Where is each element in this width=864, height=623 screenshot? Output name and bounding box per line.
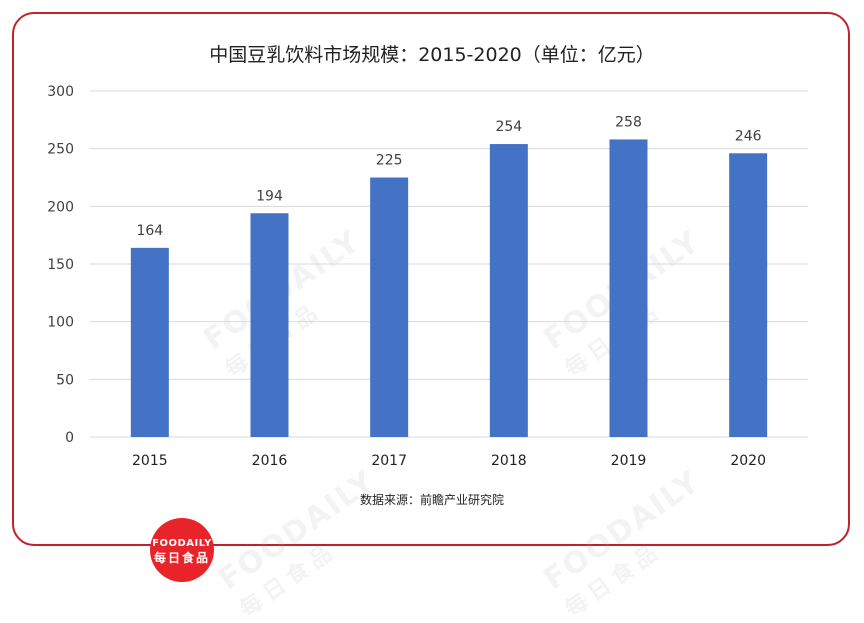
y-tick-label: 0: [65, 430, 74, 446]
data-label: 246: [735, 128, 762, 144]
y-tick-label: 250: [47, 142, 74, 158]
bar: [489, 144, 528, 437]
data-label: 164: [136, 223, 163, 239]
data-label: 258: [615, 114, 642, 130]
x-tick-label: 2017: [371, 453, 407, 469]
bar-chart: 0 50 100 150 200 250 300 164 2015 194 2016 225 2017 2…: [47, 84, 808, 469]
y-tick-label: 100: [47, 315, 74, 331]
bar: [250, 213, 289, 437]
x-tick-label: 2019: [611, 453, 647, 469]
data-label: 225: [376, 153, 403, 169]
y-tick-label: 200: [47, 199, 74, 215]
logo-text-en: FOODAILY: [152, 538, 212, 549]
y-tick-label: 300: [47, 84, 74, 100]
bar: [370, 177, 409, 437]
x-tick-label: 2016: [252, 453, 288, 469]
foodaily-logo: FOODAILY 每日食品: [150, 518, 214, 582]
bar: [130, 247, 169, 437]
logo-text-cn: 每日食品: [153, 551, 210, 565]
bar: [729, 153, 768, 437]
source-note: 数据来源：前瞻产业研究院: [359, 493, 504, 507]
y-tick-label: 50: [56, 372, 74, 388]
y-tick-label: 150: [47, 257, 74, 273]
data-label: 254: [495, 119, 522, 135]
x-tick-label: 2020: [730, 453, 766, 469]
x-tick-label: 2018: [491, 453, 527, 469]
chart-title: 中国豆乳饮料市场规模：2015-2020（单位：亿元）: [209, 44, 655, 66]
x-tick-label: 2015: [132, 453, 168, 469]
data-label: 194: [256, 188, 283, 204]
bar: [609, 139, 648, 437]
